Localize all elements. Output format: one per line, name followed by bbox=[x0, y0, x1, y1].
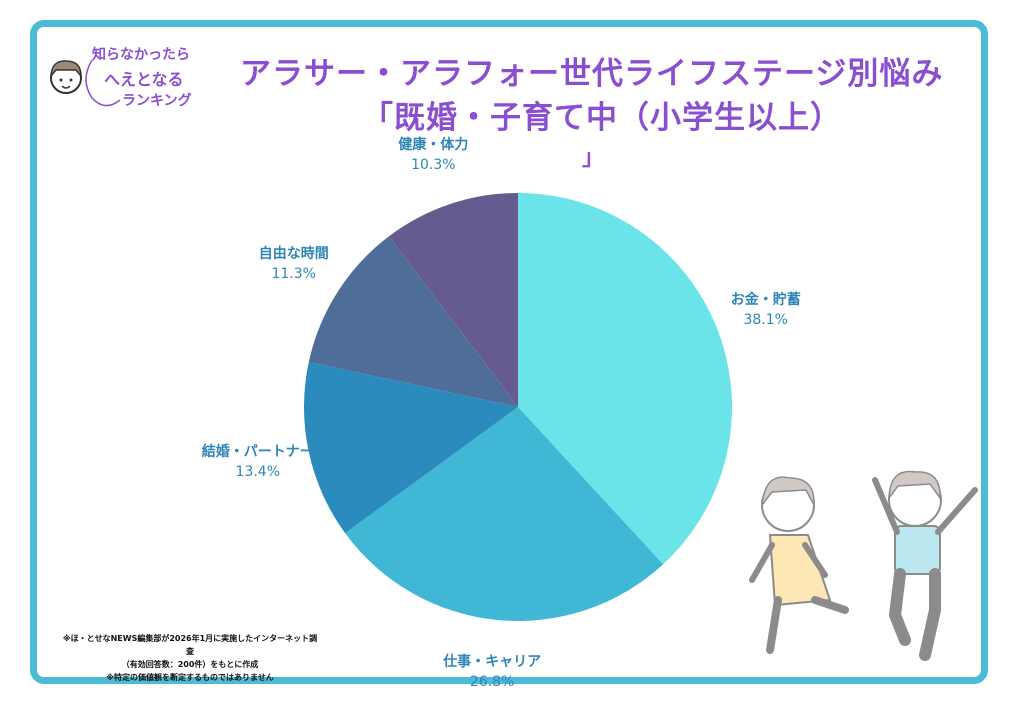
logo-line2: へえとなる bbox=[104, 70, 184, 89]
slice-label-value: 38.1% bbox=[743, 312, 788, 329]
title-line2: 「既婚・子育て中（小学生以上） bbox=[362, 100, 842, 136]
pie-slice bbox=[304, 361, 518, 534]
girl-illustration bbox=[749, 476, 849, 654]
pie-slice bbox=[518, 193, 733, 565]
footnote-line: ※特定の価値観を断定するものではありません bbox=[106, 673, 274, 682]
pie-chart bbox=[304, 193, 733, 622]
slice-label: 自由な時間 11.3% bbox=[259, 244, 329, 284]
boy-face-icon bbox=[50, 60, 82, 94]
slice-label: 健康・体力 10.3% bbox=[398, 135, 468, 175]
slice-label-value: 11.3% bbox=[271, 265, 316, 282]
slice-label: 仕事・キャリア 26.8% bbox=[443, 652, 541, 692]
footnote-line: ※ほ・とせなNEWS編集部が2026年1月に実施したインターネット調査 bbox=[62, 634, 318, 656]
slice-label-value: 13.4% bbox=[235, 464, 281, 481]
slice-label-name: 健康・体力 bbox=[398, 136, 469, 153]
slice-label: お金・貯蓄 38.1% bbox=[731, 290, 801, 330]
title-line1: アラサー・アラフォー世代ライフステージ別悩み bbox=[240, 56, 944, 92]
pie-slice bbox=[388, 193, 518, 407]
pie-slice bbox=[308, 236, 518, 407]
footnote-line: （有効回答数：200件）をもとに作成 bbox=[121, 660, 259, 669]
slice-label-name: お金・貯蓄 bbox=[730, 292, 801, 309]
speech-bracket bbox=[85, 59, 121, 107]
footnote: ※ほ・とせなNEWS編集部が2026年1月に実施したインターネット調査 （有効回… bbox=[60, 632, 320, 684]
title-line3: 」 bbox=[582, 146, 606, 171]
slice-label-value: 26.8% bbox=[469, 673, 515, 690]
logo-line3: ランキング bbox=[122, 93, 192, 109]
slice-label-name: 結婚・パートナー bbox=[201, 444, 314, 461]
logo-line1: 知らなかったら bbox=[92, 47, 190, 63]
pie-slice bbox=[345, 407, 664, 622]
boy-illustration bbox=[872, 470, 978, 661]
slice-label-name: 自由な時間 bbox=[258, 245, 329, 262]
slice-label: 結婚・パートナー 13.4% bbox=[202, 442, 314, 482]
slice-label-value: 10.3% bbox=[411, 156, 456, 173]
frame-border bbox=[30, 20, 988, 684]
slice-label-name: 仕事・キャリア bbox=[443, 653, 542, 670]
